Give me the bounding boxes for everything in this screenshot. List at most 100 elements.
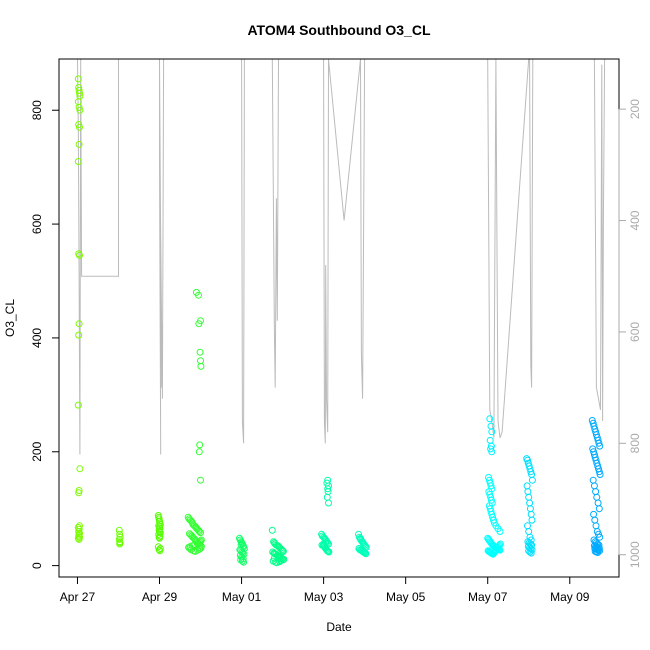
data-point	[528, 546, 536, 554]
data-point	[357, 534, 364, 542]
data-point	[596, 547, 604, 555]
right-y-tick-label: 1000	[628, 541, 642, 568]
data-point	[590, 510, 598, 518]
line-series-layer	[77, 58, 606, 455]
data-point	[595, 439, 603, 447]
data-point	[527, 549, 535, 557]
data-point	[115, 526, 123, 534]
data-point	[486, 415, 494, 423]
x-tick-label: May 09	[550, 590, 590, 604]
data-point	[76, 465, 84, 473]
data-point	[324, 485, 332, 493]
data-point	[197, 357, 204, 365]
data-point	[524, 522, 531, 530]
right-y-tick-label: 400	[628, 210, 642, 230]
right-y-tick-label: 800	[628, 433, 642, 453]
data-point	[595, 468, 603, 476]
data-point	[524, 488, 532, 496]
data-point	[197, 537, 204, 545]
data-point	[155, 546, 163, 554]
point-series-10	[523, 455, 536, 557]
data-point	[116, 540, 124, 548]
data-point	[240, 558, 248, 566]
data-point	[594, 499, 602, 507]
x-axis-label: Date	[326, 620, 352, 634]
point-series-7	[355, 530, 370, 558]
data-point	[268, 526, 276, 534]
data-point	[592, 522, 600, 530]
data-point	[323, 493, 331, 501]
data-point	[276, 558, 284, 566]
data-point	[237, 541, 245, 549]
data-point	[75, 535, 83, 543]
data-point	[595, 505, 603, 513]
y-tick-label: 800	[30, 100, 44, 120]
data-point	[322, 539, 330, 547]
point-series-6	[318, 476, 333, 556]
data-point	[528, 541, 536, 549]
data-point	[196, 545, 204, 553]
data-point	[496, 528, 504, 535]
data-point	[196, 441, 204, 449]
data-point	[238, 557, 246, 565]
data-point	[75, 331, 83, 339]
y-axis-label: O3_CL	[3, 299, 17, 337]
data-point	[486, 436, 494, 444]
data-point	[116, 530, 124, 538]
points-layer	[74, 75, 604, 567]
data-point	[526, 505, 534, 513]
data-point	[154, 543, 162, 551]
data-point	[279, 547, 287, 555]
data-point	[527, 545, 535, 552]
y-axis: 0 200 400 600 800	[30, 100, 60, 569]
data-point	[156, 534, 163, 542]
data-point	[596, 442, 604, 450]
y-tick-label: 600	[30, 214, 44, 234]
data-point	[270, 554, 278, 562]
y-tick-label: 200	[30, 441, 44, 461]
data-point	[279, 547, 287, 555]
data-point	[324, 547, 332, 555]
data-point	[526, 548, 534, 556]
point-series-1	[115, 526, 124, 548]
point-series-5	[268, 526, 288, 567]
data-point	[593, 493, 601, 501]
data-point	[76, 106, 84, 114]
data-point	[361, 549, 369, 557]
point-series-4	[236, 534, 248, 566]
data-point	[76, 89, 83, 97]
data-point	[325, 548, 333, 556]
data-point	[197, 529, 204, 537]
right-y-tick-label: 600	[628, 322, 642, 342]
x-tick-label: May 07	[468, 590, 508, 604]
point-series-8	[484, 473, 504, 558]
y-tick-label: 400	[30, 328, 44, 348]
data-point	[487, 422, 495, 430]
data-point	[525, 528, 533, 535]
data-point	[197, 362, 205, 370]
data-point	[325, 499, 332, 507]
data-point	[528, 476, 536, 484]
data-point	[488, 428, 496, 436]
data-point	[74, 401, 82, 409]
data-point	[526, 499, 534, 507]
x-tick-label: Apr 29	[142, 590, 178, 604]
data-point	[596, 471, 604, 478]
data-point	[487, 549, 495, 557]
data-point	[323, 546, 330, 554]
data-point	[496, 541, 504, 549]
data-point	[156, 547, 164, 555]
right-y-axis: 200 400 600 800 1000	[618, 99, 642, 568]
data-point	[528, 516, 536, 524]
data-point	[591, 516, 599, 524]
y-tick-label: 0	[30, 562, 44, 569]
data-point	[362, 550, 370, 558]
data-point	[74, 75, 82, 83]
point-series-2	[154, 512, 164, 555]
plot-frame	[58, 58, 620, 578]
data-point	[496, 540, 504, 548]
data-point	[195, 448, 203, 456]
x-tick-label: Apr 27	[60, 590, 96, 604]
data-point	[490, 516, 497, 524]
